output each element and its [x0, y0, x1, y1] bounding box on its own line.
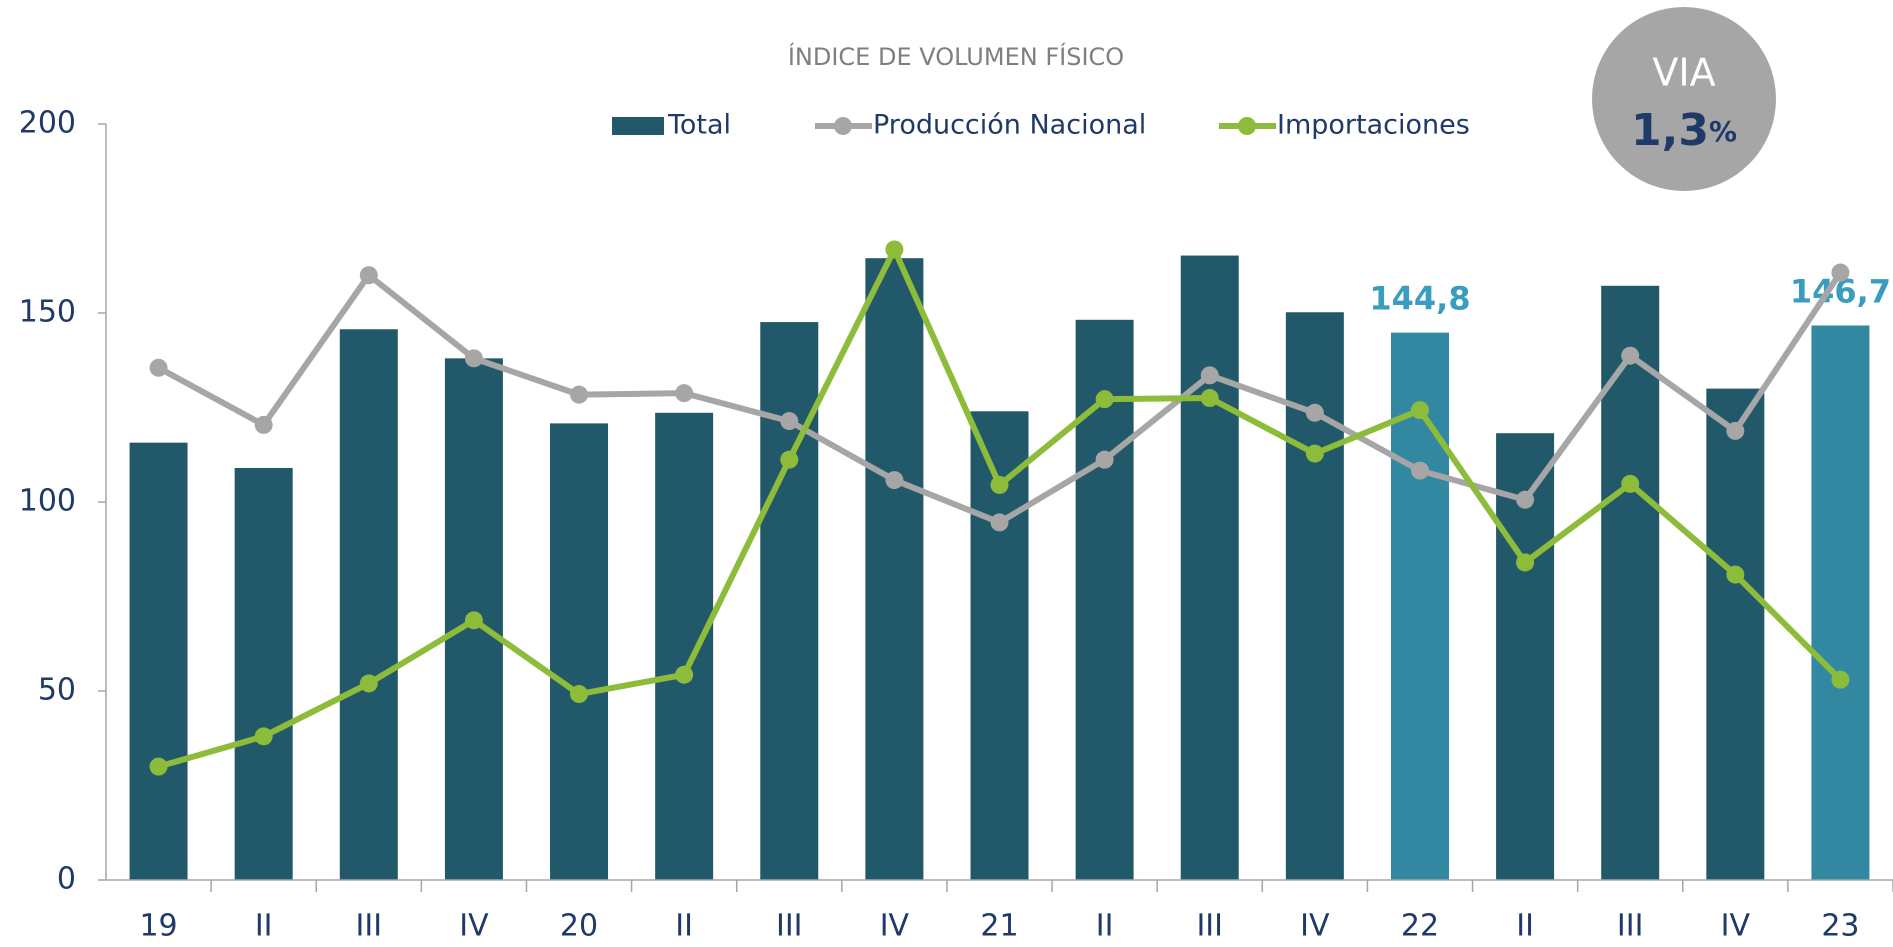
line-point	[885, 240, 904, 259]
x-tick-label: IV	[1721, 909, 1751, 944]
badge-label: VIA	[1652, 51, 1715, 95]
bar	[234, 467, 293, 880]
x-tick-label: IV	[1300, 909, 1330, 944]
badge-value: 1,3%	[1631, 105, 1737, 156]
legend-label: Producción Nacional	[873, 110, 1146, 141]
x-tick-label: III	[1617, 909, 1644, 944]
x-tick-label: 21	[980, 909, 1018, 944]
line-point	[1095, 390, 1114, 409]
bar	[655, 412, 714, 880]
line-point	[1305, 444, 1324, 463]
bar	[550, 423, 609, 880]
line-point	[675, 384, 694, 403]
x-tick-label: III	[356, 909, 383, 944]
line-point	[254, 727, 273, 746]
badge-circle	[1592, 7, 1776, 191]
line-point	[254, 415, 273, 434]
y-tick-label: 0	[57, 862, 76, 897]
line-point	[1726, 565, 1745, 584]
badge: VIA 1,3%	[1592, 7, 1776, 191]
legend-swatch	[612, 117, 664, 135]
chart-title: ÍNDICE DE VOLUMEN FÍSICO	[788, 42, 1124, 71]
legend-label: Importaciones	[1277, 110, 1470, 141]
bar	[1601, 285, 1660, 880]
line-point	[1200, 389, 1219, 408]
bar	[1811, 325, 1870, 880]
line-point	[1621, 346, 1640, 365]
line-point	[149, 358, 168, 377]
line-point	[990, 475, 1009, 494]
line-point	[780, 412, 799, 431]
line-point	[1831, 670, 1850, 689]
legend-swatch-marker	[834, 117, 852, 135]
x-tick-label: 22	[1401, 909, 1439, 944]
line-point	[464, 349, 483, 368]
bar	[1180, 255, 1239, 880]
bar	[339, 329, 398, 880]
line-point	[359, 266, 378, 285]
line-point	[464, 611, 483, 630]
badge-number: 1,3	[1631, 105, 1709, 156]
y-tick-label: 100	[19, 484, 76, 519]
line-point	[359, 674, 378, 693]
x-tick-label: II	[255, 909, 273, 944]
line-point	[1621, 474, 1640, 493]
bar	[760, 322, 819, 880]
bar	[129, 442, 188, 880]
x-tick-label: 20	[560, 909, 598, 944]
bar	[1390, 332, 1449, 880]
line-point	[1410, 461, 1429, 480]
x-tick-label: 19	[139, 909, 177, 944]
line-point	[990, 513, 1009, 532]
x-tick-label: II	[1096, 909, 1114, 944]
line-point	[1516, 553, 1535, 572]
legend-label: Total	[667, 110, 731, 141]
x-tick-label: III	[776, 909, 803, 944]
x-tick-label: II	[675, 909, 693, 944]
line-point	[1305, 403, 1324, 422]
bar	[1706, 388, 1765, 880]
line-point	[885, 471, 904, 490]
value-label: 144,8	[1369, 280, 1470, 318]
line-point	[570, 685, 589, 704]
x-tick-label: IV	[459, 909, 489, 944]
line-point	[1831, 263, 1850, 282]
x-tick-label: 23	[1821, 909, 1859, 944]
x-tick-label: III	[1196, 909, 1223, 944]
y-tick-label: 50	[38, 673, 76, 708]
line-point	[1200, 366, 1219, 385]
line-point	[1095, 450, 1114, 469]
line-point	[1410, 401, 1429, 420]
x-tick-label: II	[1516, 909, 1534, 944]
line-point	[570, 385, 589, 404]
line-point	[780, 450, 799, 469]
x-tick-label: IV	[880, 909, 910, 944]
legend-swatch-marker	[1238, 117, 1256, 135]
bar	[1285, 312, 1344, 880]
line-point	[675, 665, 694, 684]
line-point	[1516, 490, 1535, 509]
bar	[865, 258, 924, 880]
line-point	[149, 757, 168, 776]
y-tick-label: 150	[19, 295, 76, 330]
line-point	[1726, 421, 1745, 440]
badge-unit: %	[1709, 115, 1737, 148]
y-tick-label: 200	[19, 106, 76, 141]
